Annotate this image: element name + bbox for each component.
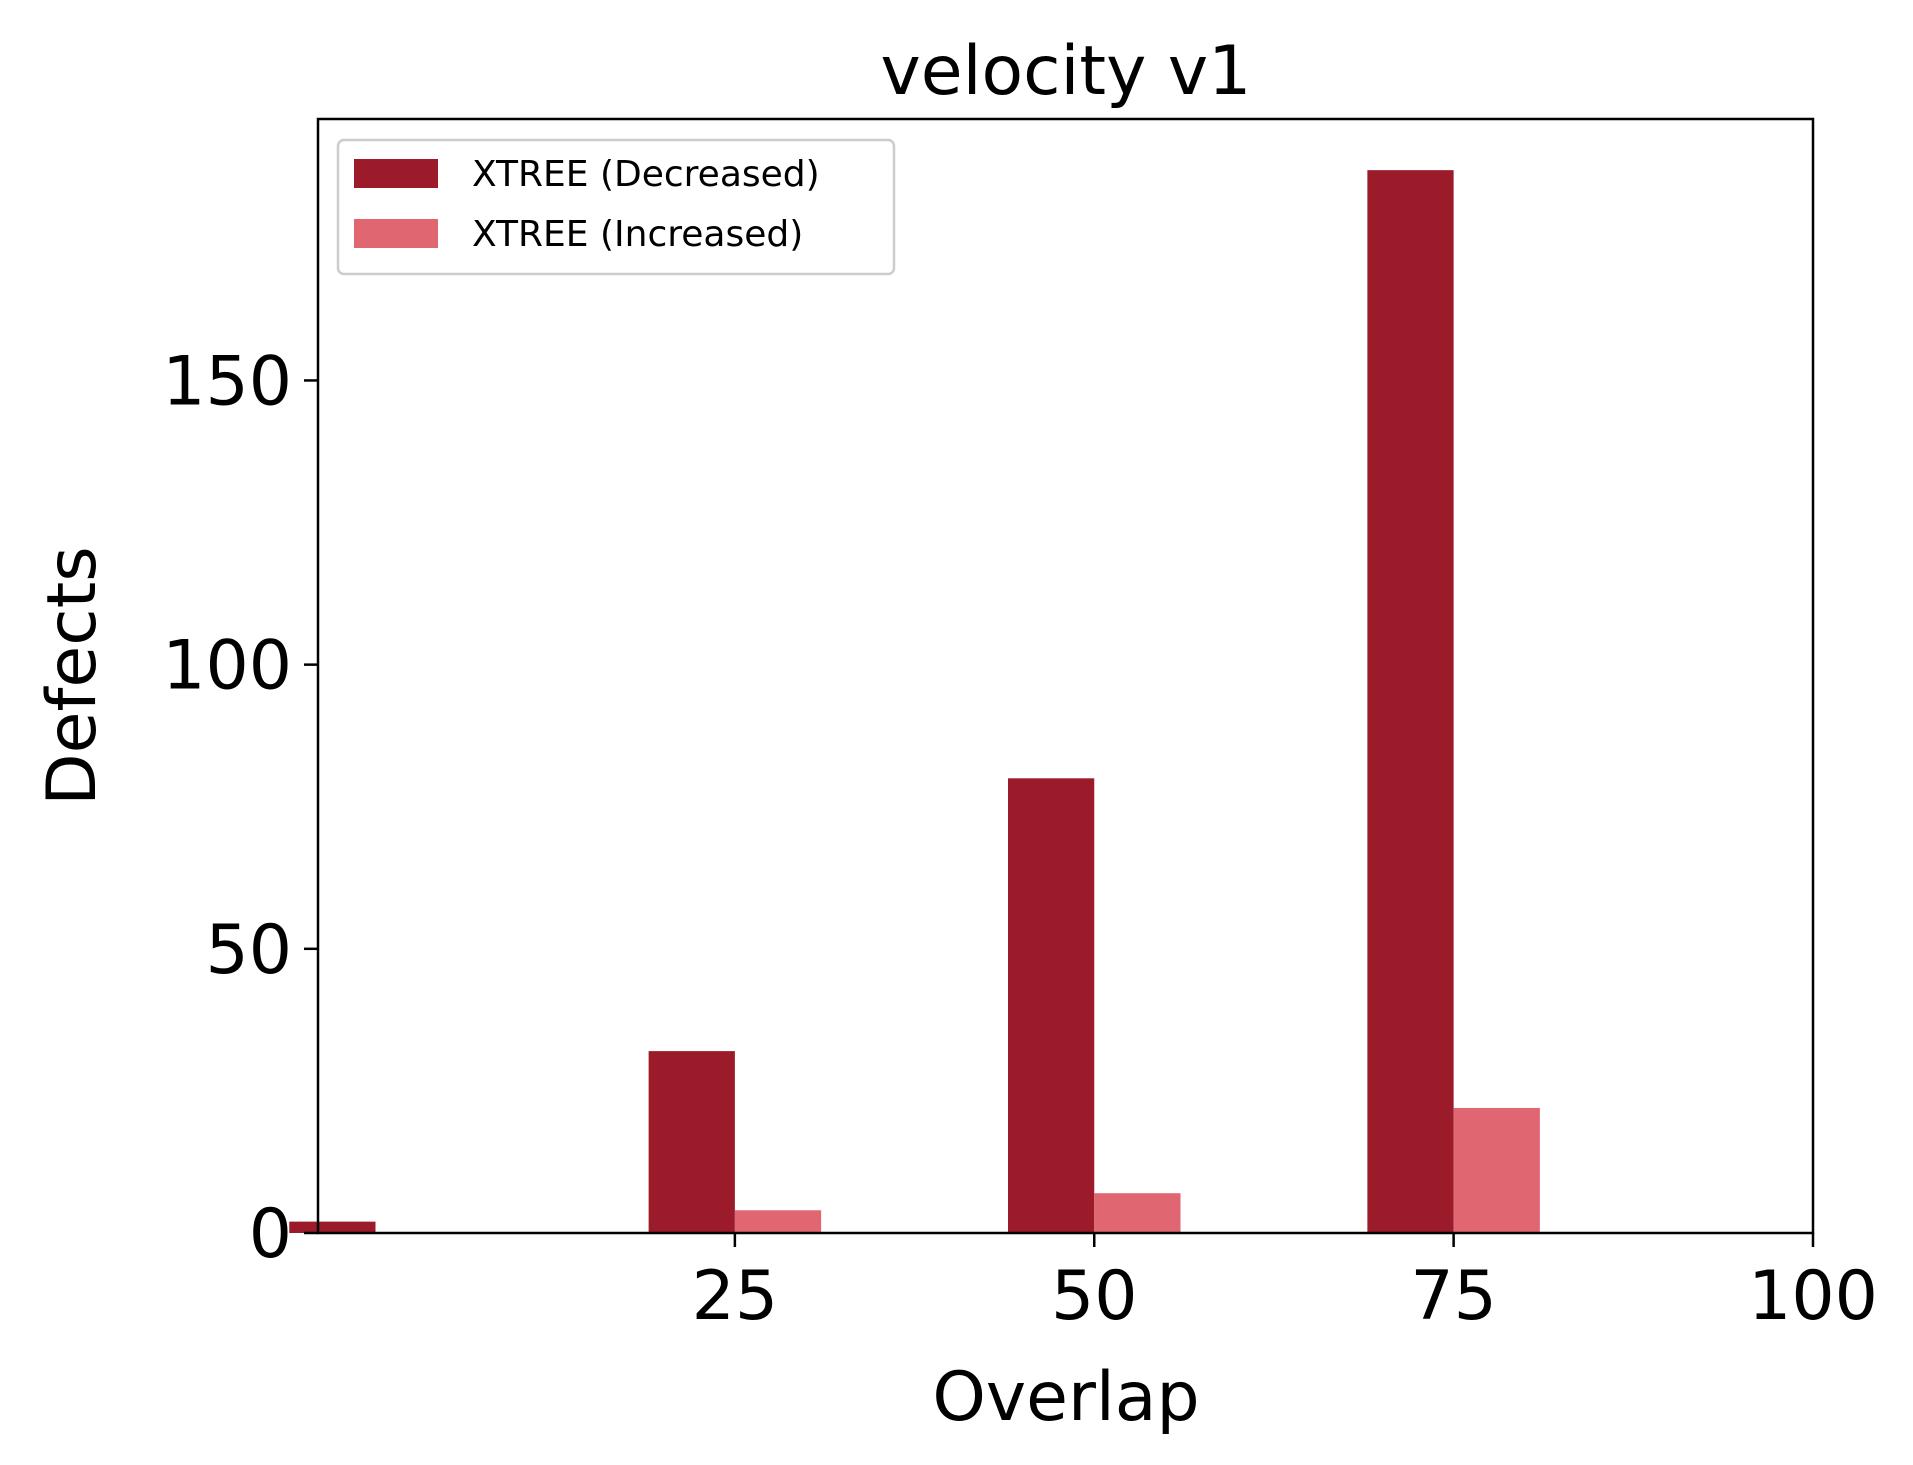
y-tick-label-100: 100 (162, 627, 292, 706)
y-axis-label: Defects (33, 546, 112, 805)
y-tick-label-50: 50 (205, 911, 292, 990)
chart-title: velocity v1 (881, 32, 1252, 111)
legend: XTREE (Decreased) XTREE (Increased) (336, 138, 896, 276)
legend-label-decreased: XTREE (Decreased) (472, 154, 820, 195)
y-tick-label-150: 150 (162, 342, 292, 421)
x-tick-label-50: 50 (1051, 1257, 1138, 1336)
legend-box (336, 138, 896, 276)
bar-decreased-0 (289, 1221, 376, 1233)
y-axis-ticks: 0 50 100 150 (162, 342, 318, 1274)
bar-decreased-25 (648, 1051, 735, 1233)
bar-increased-75 (1453, 1107, 1540, 1233)
bars-layer (289, 170, 1540, 1233)
legend-swatch-decreased (354, 159, 438, 188)
x-tick-label-25: 25 (692, 1257, 779, 1336)
bar-decreased-50 (1008, 778, 1095, 1233)
x-tick-label-100: 100 (1748, 1257, 1878, 1336)
bar-increased-50 (1094, 1193, 1181, 1233)
x-axis-ticks: 25 50 75 100 (692, 1233, 1878, 1336)
x-axis-label: Overlap (932, 1358, 1199, 1437)
legend-label-increased: XTREE (Increased) (472, 214, 803, 255)
bar-decreased-75 (1367, 170, 1454, 1233)
bar-increased-25 (734, 1210, 822, 1233)
legend-swatch-increased (354, 219, 438, 248)
plot-frame (316, 117, 1815, 1235)
x-tick-label-75: 75 (1410, 1257, 1497, 1336)
y-tick-label-0: 0 (249, 1195, 292, 1274)
